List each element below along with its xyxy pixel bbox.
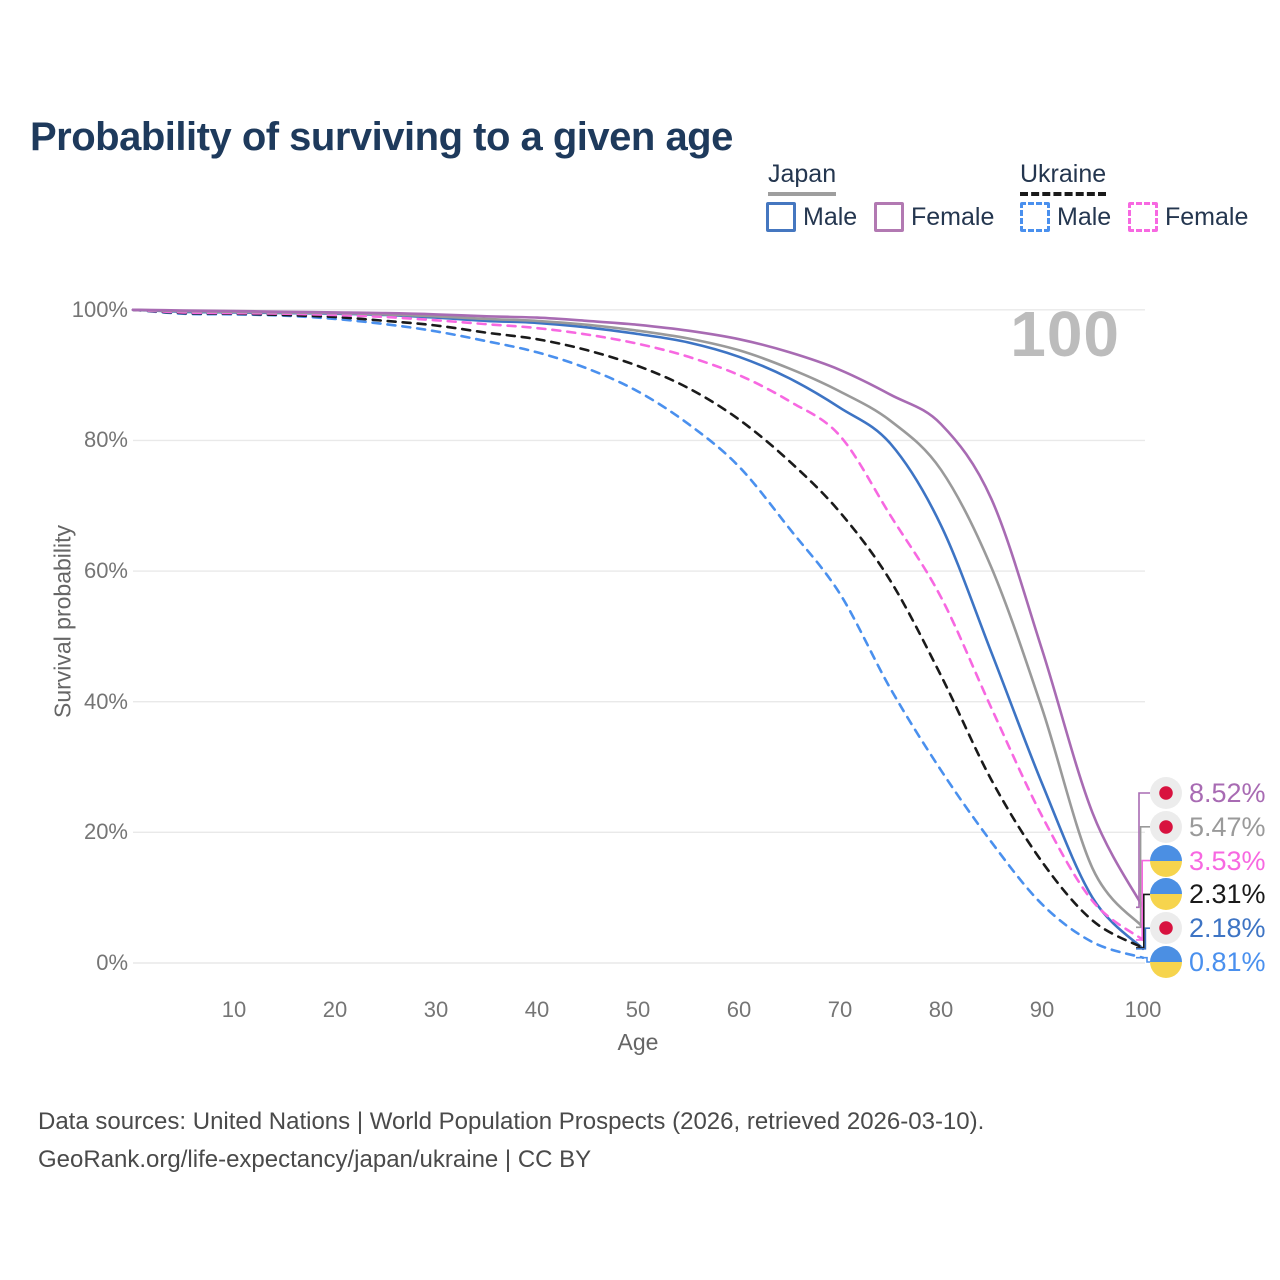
legend-group-japan: Japan: [768, 160, 837, 196]
series-end-value-label: 3.53%: [1189, 845, 1266, 876]
label-connector: [1136, 956, 1150, 963]
y-tick-label: 60%: [83, 558, 128, 584]
label-connector: [1136, 826, 1150, 929]
x-tick-label: 40: [524, 997, 550, 1022]
label-connector: [1136, 859, 1150, 941]
x-tick-label: 80: [928, 997, 954, 1022]
x-tick-label: 50: [625, 997, 651, 1022]
x-tick-label: 30: [423, 997, 449, 1022]
y-tick-label: 100%: [71, 296, 128, 322]
legend-group-ukraine: Ukraine: [1020, 160, 1107, 196]
legend-item-ukraine-male[interactable]: Male: [1020, 202, 1111, 232]
x-tick-label: 100: [1124, 997, 1162, 1022]
japan-male-swatch-icon: [766, 202, 796, 232]
legend-label: Female: [911, 202, 995, 231]
japan-female-swatch-icon: [874, 202, 904, 232]
y-tick-label: 20%: [83, 819, 128, 845]
series-end-value-label: 0.81%: [1189, 947, 1266, 977]
x-tick-label: 60: [726, 997, 752, 1022]
series-end-value-label: 8.52%: [1189, 778, 1266, 808]
ukraine-female-swatch-icon: [1128, 202, 1158, 232]
page-title: Probability of surviving to a given age: [30, 114, 733, 159]
legend-label: Female: [1165, 202, 1249, 231]
x-tick-label: 90: [1029, 997, 1055, 1022]
label-connector: [1136, 893, 1150, 949]
curve-japan-male[interactable]: [131, 308, 1145, 951]
legend-item-ukraine-female[interactable]: Female: [1128, 202, 1248, 232]
series-end-value-label: 5.47%: [1189, 811, 1266, 842]
legend-item-japan-female[interactable]: Female: [874, 202, 994, 232]
series-end-value-label: 2.18%: [1189, 913, 1266, 944]
japan-flag-icon: [1150, 912, 1182, 945]
y-tick-label: 0%: [96, 950, 128, 975]
label-connector: [1136, 792, 1150, 909]
x-tick-label: 20: [322, 997, 348, 1022]
series-end-value-label: 2.31%: [1189, 879, 1266, 910]
y-tick-label: 40%: [83, 688, 128, 714]
japan-flag-icon: [1150, 777, 1182, 809]
curve-ukraine-total[interactable]: [131, 308, 1145, 950]
footer-data-sources: Data sources: United Nations | World Pop…: [38, 1108, 985, 1135]
ukraine-male-swatch-icon: [1020, 202, 1050, 232]
curve-ukraine-female[interactable]: [131, 308, 1145, 942]
x-tick-label: 10: [221, 997, 247, 1022]
age-100-annotation: 100: [1010, 298, 1120, 370]
curve-japan-total[interactable]: [131, 308, 1145, 929]
curve-ukraine-male[interactable]: [131, 308, 1145, 959]
footer-attribution: GeoRank.org/life-expectancy/japan/ukrain…: [38, 1146, 592, 1173]
ukraine-flag-icon: [1150, 946, 1182, 978]
x-axis-title: Age: [617, 1029, 659, 1055]
y-tick-label: 80%: [83, 427, 128, 453]
curve-japan-female[interactable]: [131, 308, 1145, 909]
label-connector: [1136, 927, 1150, 950]
ukraine-flag-icon: [1150, 878, 1182, 911]
legend-label: Male: [1057, 202, 1112, 231]
legend-label: Male: [803, 202, 858, 231]
x-tick-label: 70: [827, 997, 853, 1022]
japan-flag-icon: [1150, 810, 1182, 843]
legend-item-japan-male[interactable]: Male: [766, 202, 857, 232]
ukraine-flag-icon: [1150, 844, 1182, 877]
